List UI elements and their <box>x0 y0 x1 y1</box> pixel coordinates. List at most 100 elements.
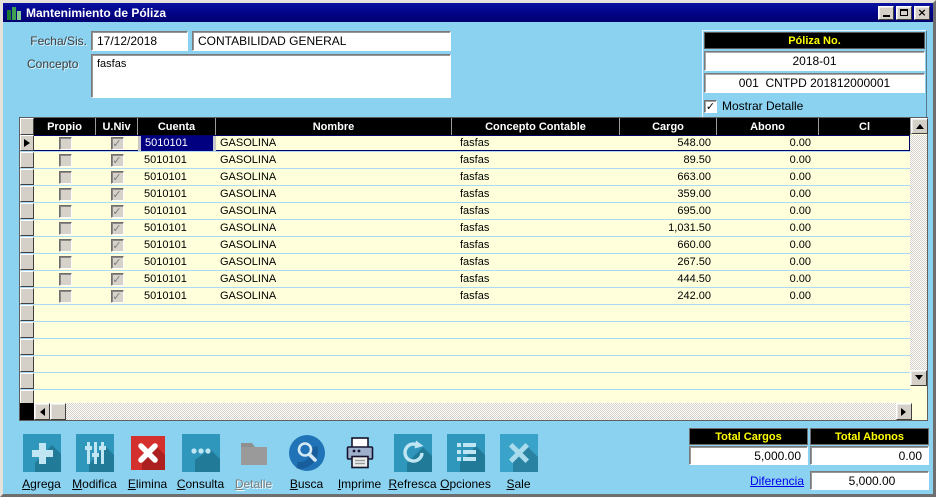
diferencia-link[interactable]: Diferencia <box>749 474 804 488</box>
nombre-cell[interactable]: GASOLINA <box>220 188 277 200</box>
univ-cell[interactable]: ✓ <box>96 203 138 219</box>
univ-checkbox[interactable]: ✓ <box>110 255 124 269</box>
elimina-button[interactable]: Elimina <box>121 434 174 491</box>
row-selector-cell[interactable] <box>20 220 34 236</box>
table-row[interactable]: ✓ 5010101 GASOLINA fasfas 660.00 0.00 <box>20 237 910 254</box>
propio-cell[interactable] <box>34 220 96 236</box>
nombre-cell[interactable]: GASOLINA <box>220 154 277 166</box>
agrega-button[interactable]: Agrega <box>15 434 68 491</box>
univ-cell[interactable]: ✓ <box>96 220 138 236</box>
vscroll-up-button[interactable] <box>911 118 928 134</box>
concepto-cell[interactable]: fasfas <box>460 239 490 251</box>
table-row[interactable]: ✓ 5010101 GASOLINA fasfas 548.00 0.00 <box>20 135 910 152</box>
propio-checkbox[interactable] <box>58 204 72 218</box>
maximize-button[interactable] <box>896 5 912 20</box>
cargo-cell[interactable]: 663.00 <box>677 171 711 183</box>
cargo-cell[interactable]: 89.50 <box>683 154 711 166</box>
univ-checkbox[interactable]: ✓ <box>110 153 124 167</box>
propio-checkbox[interactable] <box>58 221 72 235</box>
hscroll-left-button[interactable] <box>34 403 50 420</box>
univ-checkbox[interactable]: ✓ <box>110 289 124 303</box>
propio-checkbox[interactable] <box>58 136 72 150</box>
abono-cell[interactable]: 0.00 <box>789 171 811 183</box>
cuenta-cell[interactable]: 5010101 <box>144 273 187 285</box>
hscroll-thumb[interactable] <box>50 403 66 420</box>
univ-checkbox[interactable]: ✓ <box>110 272 124 286</box>
cl-cell[interactable] <box>819 152 910 168</box>
cargo-cell[interactable]: 695.00 <box>677 205 711 217</box>
cl-cell[interactable] <box>819 203 910 219</box>
propio-cell[interactable] <box>34 152 96 168</box>
nombre-cell[interactable]: GASOLINA <box>220 222 277 234</box>
abono-cell[interactable]: 0.00 <box>789 239 811 251</box>
cuenta-cell[interactable]: 5010101 <box>144 256 187 268</box>
cuenta-cell[interactable]: 5010101 <box>144 188 187 200</box>
table-row[interactable]: ✓ 5010101 GASOLINA fasfas 1,031.50 0.00 <box>20 220 910 237</box>
concepto-cell[interactable]: fasfas <box>460 188 490 200</box>
nombre-cell[interactable]: GASOLINA <box>220 205 277 217</box>
propio-cell[interactable] <box>34 288 96 304</box>
propio-checkbox[interactable] <box>58 170 72 184</box>
cl-cell[interactable] <box>819 135 910 151</box>
univ-checkbox[interactable]: ✓ <box>110 238 124 252</box>
propio-cell[interactable] <box>34 186 96 202</box>
univ-cell[interactable]: ✓ <box>96 135 138 151</box>
cargo-cell[interactable]: 548.00 <box>677 137 711 149</box>
concepto-cell[interactable]: fasfas <box>460 171 490 183</box>
concepto-cell[interactable]: fasfas <box>460 137 490 149</box>
propio-cell[interactable] <box>34 237 96 253</box>
vscroll-down-button[interactable] <box>910 370 927 386</box>
cargo-cell[interactable]: 242.00 <box>677 290 711 302</box>
cuenta-cell[interactable]: 5010101 <box>144 205 187 217</box>
refresca-button[interactable]: Refresca <box>386 434 439 491</box>
cargo-cell[interactable]: 660.00 <box>677 239 711 251</box>
poliza-periodo-field[interactable]: 2018-01 <box>704 51 925 71</box>
nombre-cell[interactable]: GASOLINA <box>220 239 277 251</box>
row-selector-cell[interactable] <box>20 152 34 168</box>
cargo-cell[interactable]: 444.50 <box>677 273 711 285</box>
minimize-button[interactable] <box>878 5 894 20</box>
cl-cell[interactable] <box>819 271 910 287</box>
table-row[interactable]: ✓ 5010101 GASOLINA fasfas 267.50 0.00 <box>20 254 910 271</box>
abono-cell[interactable]: 0.00 <box>789 154 811 166</box>
abono-cell[interactable]: 0.00 <box>789 222 811 234</box>
hscroll-track[interactable] <box>66 403 896 420</box>
cl-cell[interactable] <box>819 220 910 236</box>
abono-cell[interactable]: 0.00 <box>789 137 811 149</box>
row-selector-cell[interactable] <box>20 288 34 304</box>
nombre-cell[interactable]: GASOLINA <box>220 137 277 149</box>
concepto-cell[interactable]: fasfas <box>460 154 490 166</box>
abono-cell[interactable]: 0.00 <box>789 290 811 302</box>
propio-checkbox[interactable] <box>58 187 72 201</box>
univ-cell[interactable]: ✓ <box>96 237 138 253</box>
table-row[interactable]: ✓ 5010101 GASOLINA fasfas 242.00 0.00 <box>20 288 910 305</box>
row-selector-cell[interactable] <box>20 186 34 202</box>
univ-cell[interactable]: ✓ <box>96 186 138 202</box>
propio-checkbox[interactable] <box>58 289 72 303</box>
propio-cell[interactable] <box>34 203 96 219</box>
univ-cell[interactable]: ✓ <box>96 169 138 185</box>
row-selector-cell[interactable] <box>20 254 34 270</box>
cuenta-cell[interactable]: 5010101 <box>144 171 187 183</box>
cuenta-cell[interactable]: 5010101 <box>144 154 187 166</box>
univ-cell[interactable]: ✓ <box>96 288 138 304</box>
nombre-cell[interactable]: GASOLINA <box>220 290 277 302</box>
hscroll-right-button[interactable] <box>896 403 912 420</box>
consulta-button[interactable]: Consulta <box>174 434 227 491</box>
nombre-cell[interactable]: GASOLINA <box>220 256 277 268</box>
concepto-cell[interactable]: fasfas <box>460 256 490 268</box>
row-selector-cell[interactable] <box>20 271 34 287</box>
propio-checkbox[interactable] <box>58 238 72 252</box>
propio-cell[interactable] <box>34 135 96 151</box>
fecha-input[interactable] <box>91 31 188 51</box>
table-row[interactable]: ✓ 5010101 GASOLINA fasfas 663.00 0.00 <box>20 169 910 186</box>
table-row[interactable]: ✓ 5010101 GASOLINA fasfas 89.50 0.00 <box>20 152 910 169</box>
cuenta-cell[interactable]: 5010101 <box>138 135 216 151</box>
cl-cell[interactable] <box>819 186 910 202</box>
sistema-input[interactable] <box>192 31 451 51</box>
row-selector-cell[interactable] <box>20 135 34 151</box>
abono-cell[interactable]: 0.00 <box>789 205 811 217</box>
propio-cell[interactable] <box>34 169 96 185</box>
univ-checkbox[interactable]: ✓ <box>110 221 124 235</box>
propio-cell[interactable] <box>34 254 96 270</box>
